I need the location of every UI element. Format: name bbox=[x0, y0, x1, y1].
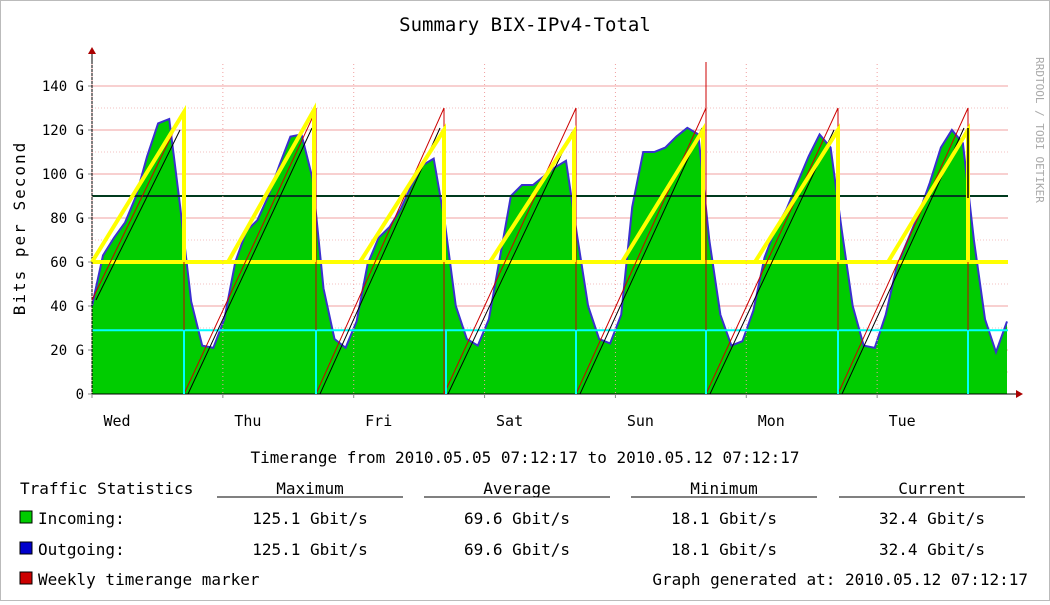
y-tick-label: 140 G bbox=[42, 79, 84, 95]
x-axis-arrow bbox=[1016, 390, 1023, 398]
cell: 32.4 Gbit/s bbox=[879, 509, 985, 528]
y-tick-label: 0 bbox=[76, 387, 84, 403]
x-tick-label: Tue bbox=[889, 412, 916, 430]
column-header: Minimum bbox=[690, 479, 757, 498]
legend-swatch bbox=[19, 541, 33, 555]
row-label: Outgoing: bbox=[38, 540, 125, 559]
legend-swatch bbox=[19, 510, 33, 524]
stats-title: Traffic Statistics bbox=[20, 479, 193, 498]
x-tick-label: Mon bbox=[758, 412, 785, 430]
cell: 125.1 Gbit/s bbox=[252, 540, 368, 559]
statistics: Traffic Statistics Weekly timerange mark… bbox=[19, 479, 1028, 589]
y-tick-label: 60 G bbox=[50, 255, 84, 271]
area bbox=[92, 119, 1007, 394]
column-header: Current bbox=[898, 479, 965, 498]
y-axis-label: Bits per Second bbox=[10, 141, 29, 316]
side-text: RRDTOOL / TOBI OETIKER bbox=[1033, 57, 1046, 203]
x-tick-label: Wed bbox=[103, 412, 130, 430]
cell: 32.4 Gbit/s bbox=[879, 540, 985, 559]
chart-title: Summary BIX-IPv4-Total bbox=[399, 14, 651, 36]
cyan-markers bbox=[183, 330, 969, 394]
generated: Graph generated at: 2010.05.12 07:12:17 bbox=[652, 570, 1028, 589]
annotations bbox=[90, 62, 970, 395]
y-tick-label: 100 G bbox=[42, 167, 84, 183]
row-label: Incoming: bbox=[38, 509, 125, 528]
timerange: Timerange from 2010.05.05 07:12:17 to 20… bbox=[250, 448, 799, 467]
cyan-verticals bbox=[183, 330, 969, 394]
column-header: Maximum bbox=[276, 479, 343, 498]
marker-legend: Weekly timerange marker bbox=[38, 570, 260, 589]
y-tick-label: 80 G bbox=[50, 211, 84, 227]
yellow-sawtooth bbox=[90, 102, 970, 264]
y-tick-label: 120 G bbox=[42, 123, 84, 139]
cell: 125.1 Gbit/s bbox=[252, 509, 368, 528]
trend-lines-red bbox=[91, 107, 969, 395]
y-tick-label: 40 G bbox=[50, 299, 84, 315]
trend-lines-black bbox=[95, 127, 965, 395]
x-tick-label: Fri bbox=[365, 412, 392, 430]
cell: 18.1 Gbit/s bbox=[671, 540, 777, 559]
cell: 69.6 Gbit/s bbox=[464, 540, 570, 559]
legend-swatch bbox=[19, 571, 33, 585]
x-tick-label: Thu bbox=[234, 412, 261, 430]
column-header: Average bbox=[483, 479, 550, 498]
cell: 18.1 Gbit/s bbox=[671, 509, 777, 528]
x-tick-label: Sun bbox=[627, 412, 654, 430]
y-axis-arrow bbox=[88, 47, 96, 54]
x-tick-label: Sat bbox=[496, 412, 523, 430]
y-tick-label: 20 G bbox=[50, 343, 84, 359]
cell: 69.6 Gbit/s bbox=[464, 509, 570, 528]
